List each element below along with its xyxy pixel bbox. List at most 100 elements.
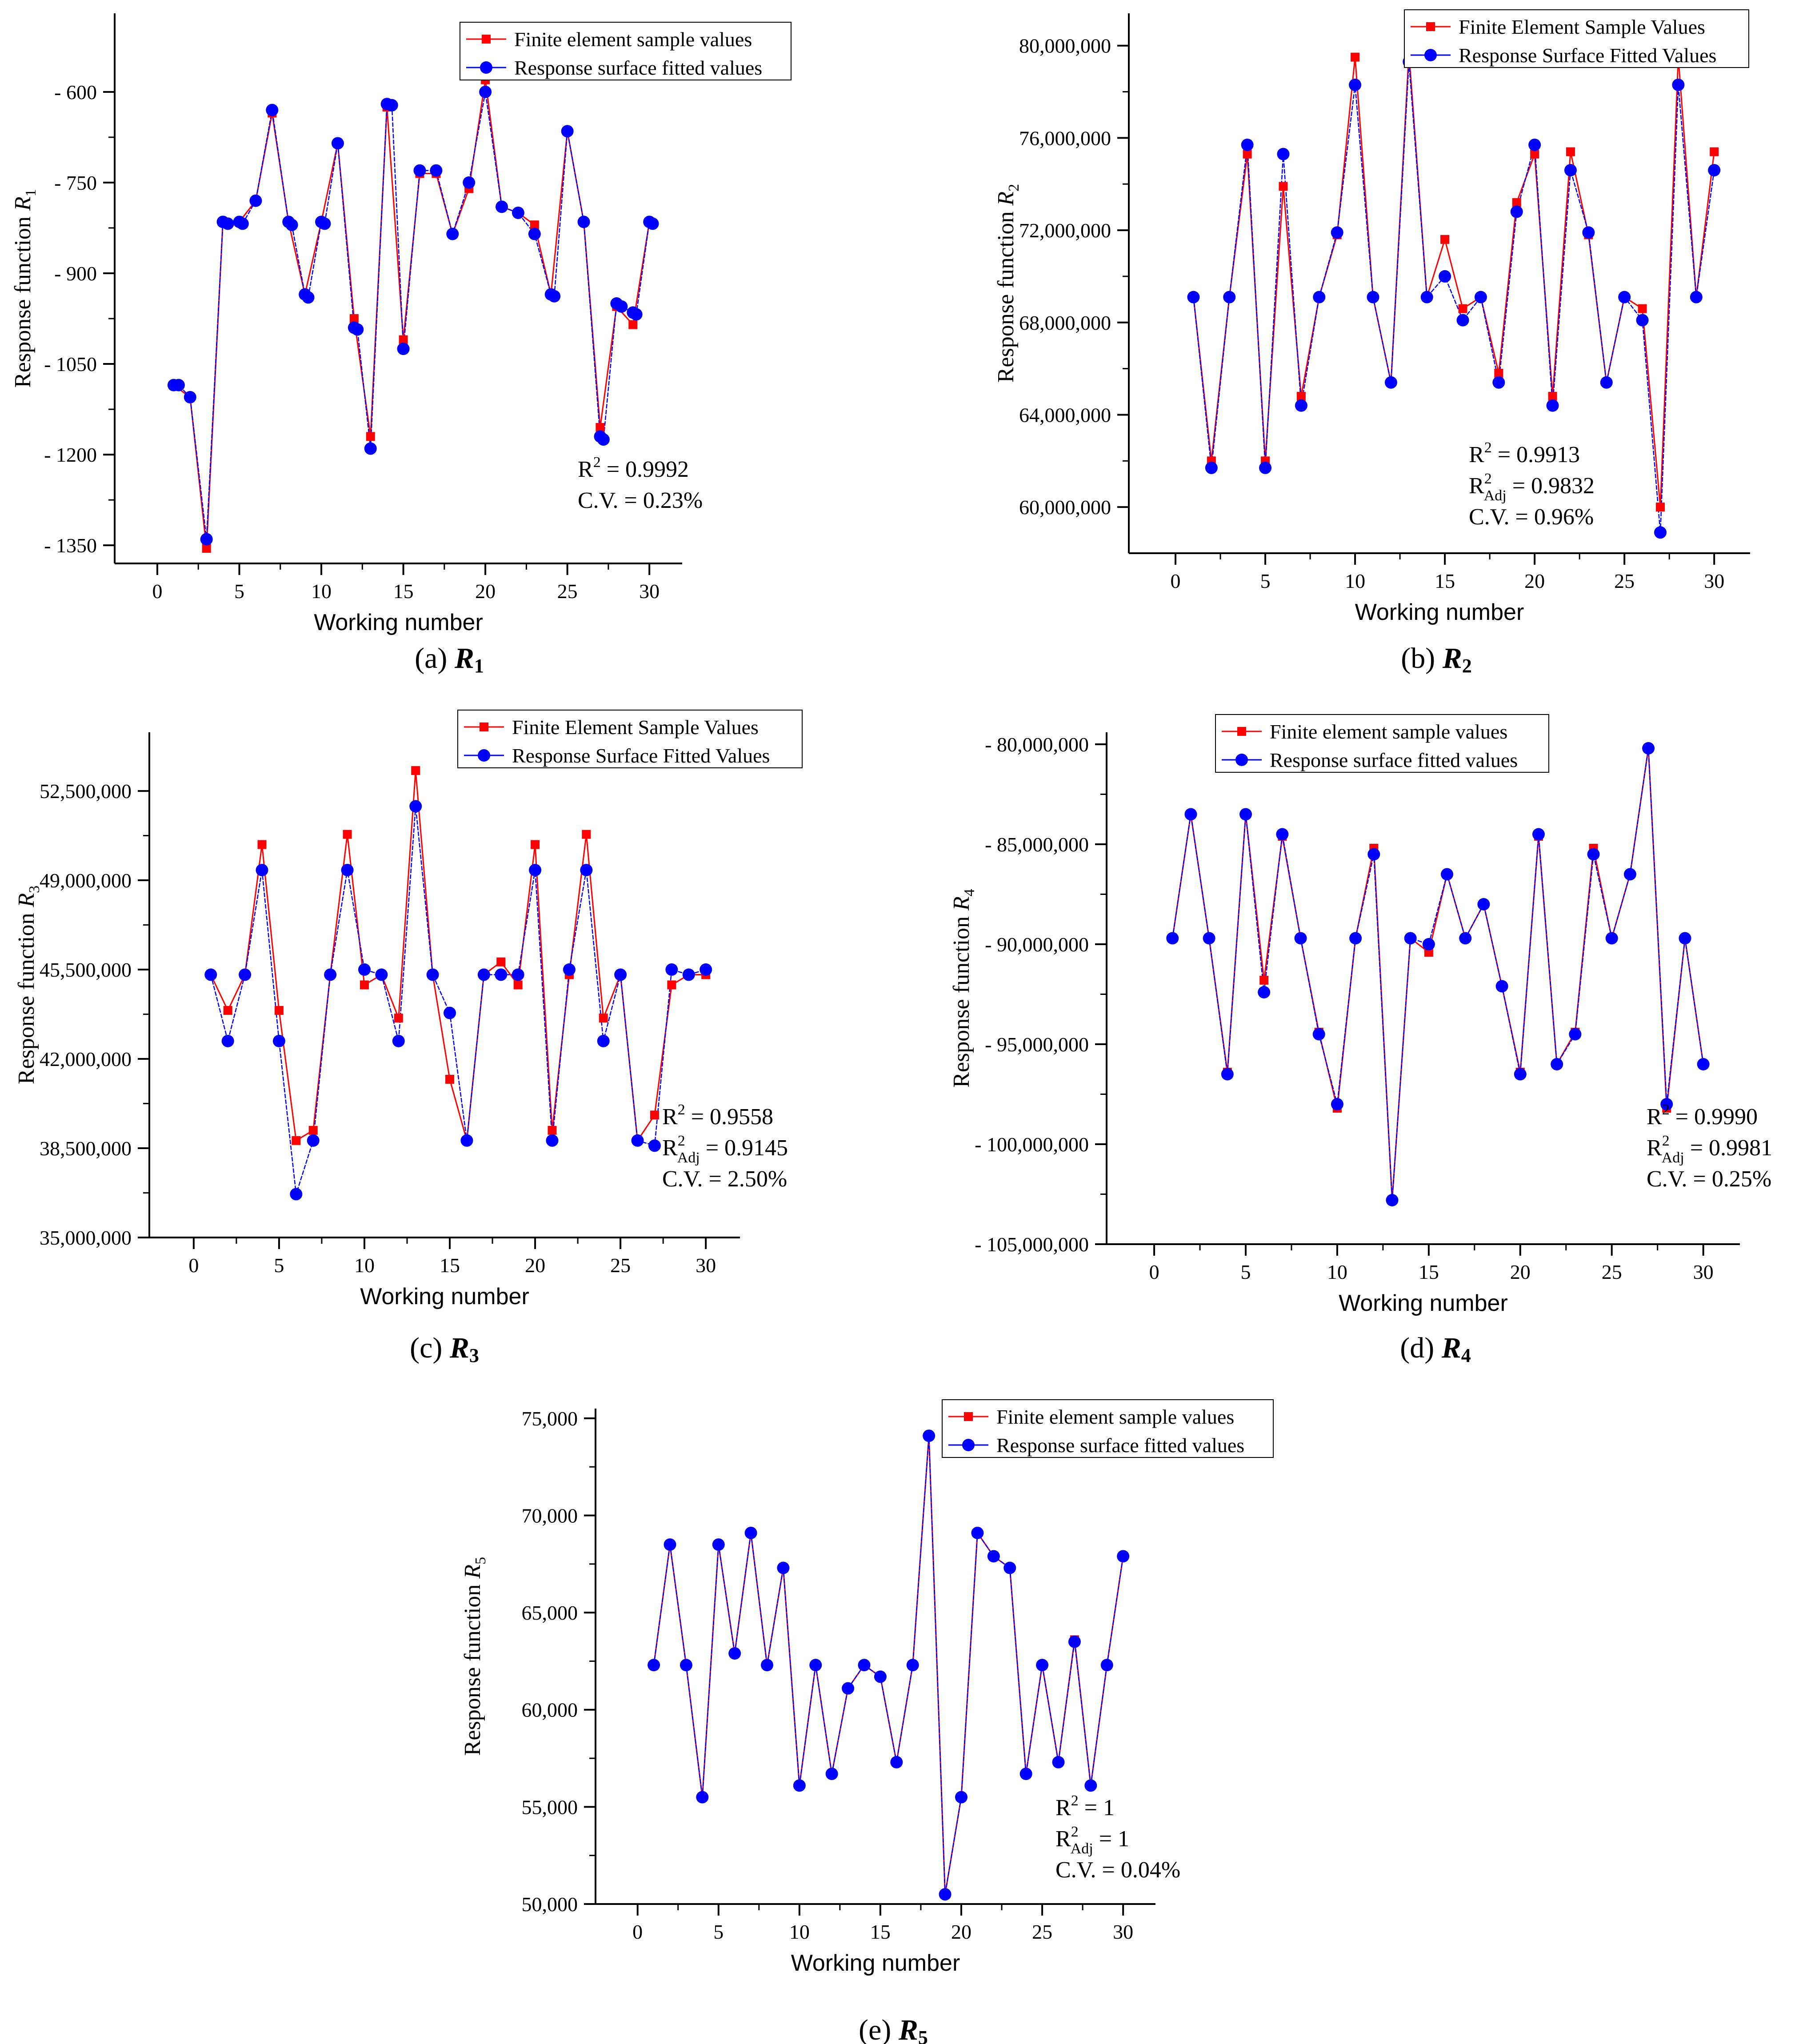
legend-marker-square <box>1426 22 1435 31</box>
data-point-rs <box>413 164 426 177</box>
x-axis-label: Working number <box>314 610 483 635</box>
data-point-rs <box>272 1034 285 1047</box>
x-tick-label: 30 <box>1704 570 1724 592</box>
x-axis-label: Working number <box>791 1950 960 1976</box>
data-point-rs <box>1052 1756 1065 1769</box>
x-tick-label: 0 <box>1171 570 1181 592</box>
x-tick-label: 25 <box>1602 1261 1622 1283</box>
stat-text: C.V. = 0.04% <box>1055 1857 1180 1883</box>
data-point-rs <box>1258 986 1271 998</box>
data-point-rs <box>1459 932 1472 945</box>
data-point-rs <box>809 1659 822 1672</box>
legend-marker-circle <box>962 1439 975 1451</box>
data-point-fe <box>411 766 420 775</box>
data-point-rs <box>1241 138 1254 151</box>
data-point-fe <box>1296 391 1306 401</box>
data-point-fe <box>399 335 408 344</box>
x-tick-label: 10 <box>311 580 332 603</box>
data-point-rs <box>700 963 712 976</box>
panel-caption: (d) R4 <box>1400 1332 1471 1366</box>
data-point-rs <box>1679 932 1691 945</box>
legend-label: Response Surface Fitted Values <box>512 744 770 767</box>
data-point-rs <box>1636 314 1649 327</box>
x-tick-label: 30 <box>1113 1920 1133 1943</box>
data-point-fe <box>1548 391 1557 401</box>
stat-text: R2 Adj = 0.9832 <box>1469 471 1595 504</box>
data-point-fe <box>1259 976 1269 985</box>
data-point-rs <box>1187 291 1200 303</box>
data-point-rs <box>1587 848 1600 861</box>
data-point-rs <box>546 1134 559 1147</box>
data-point-rs <box>1514 1068 1527 1081</box>
stat-text: R2 = 0.9913 <box>1469 439 1580 467</box>
legend-marker-circle <box>480 61 492 74</box>
data-point-fe <box>394 1014 403 1023</box>
data-point-rs <box>1068 1635 1081 1648</box>
data-point-rs <box>1660 1098 1673 1110</box>
data-point-rs <box>1477 898 1490 910</box>
legend: Finite element sample values Response sur… <box>460 22 792 80</box>
y-axis-label: Response function R1 <box>10 189 39 387</box>
data-point-rs <box>1564 164 1577 177</box>
data-point-rs <box>341 864 354 877</box>
data-point-rs <box>648 1659 660 1672</box>
data-point-fe <box>650 1110 659 1120</box>
data-point-fe <box>274 1006 284 1015</box>
data-point-rs <box>221 217 234 230</box>
x-tick-label: 5 <box>274 1254 284 1277</box>
stat-text: R2 = 0.9992 <box>578 454 689 482</box>
data-point-fe <box>445 1074 455 1084</box>
panel-caption: (c) R3 <box>410 1332 479 1366</box>
legend-marker-square <box>482 35 491 44</box>
data-point-rs <box>1546 399 1559 412</box>
x-tick-label: 10 <box>789 1920 810 1943</box>
x-tick-label: 15 <box>440 1254 460 1277</box>
x-tick-label: 30 <box>1693 1261 1714 1283</box>
data-point-rs <box>1331 226 1343 239</box>
data-point-rs <box>172 379 185 391</box>
legend-label: Finite Element Sample Values <box>512 716 759 739</box>
y-tick-label: 35,000,000 <box>40 1226 132 1249</box>
data-point-rs <box>1331 1098 1343 1110</box>
x-tick-label: 30 <box>639 580 660 603</box>
data-point-rs <box>1441 868 1454 881</box>
legend-label: Finite element sample values <box>1270 720 1507 743</box>
data-point-rs <box>1277 148 1290 160</box>
y-axis-label: Response function R5 <box>460 1557 489 1756</box>
data-point-rs <box>1474 291 1487 303</box>
data-point-rs <box>446 228 459 240</box>
x-tick-label: 0 <box>632 1920 643 1943</box>
data-point-rs <box>615 300 628 313</box>
data-point-rs <box>512 968 524 981</box>
legend: Finite element sample values Response sur… <box>942 1399 1274 1458</box>
y-axis-label: Response function R3 <box>14 886 43 1084</box>
x-tick-label: 0 <box>1149 1261 1159 1283</box>
data-point-rs <box>1386 1194 1399 1206</box>
data-point-rs <box>1600 376 1613 389</box>
x-tick-label: 25 <box>1032 1920 1052 1943</box>
data-point-rs <box>204 968 217 981</box>
legend-marker-square <box>1237 727 1246 736</box>
data-point-fe <box>257 840 267 849</box>
data-point-rs <box>236 217 249 230</box>
data-point-rs <box>1420 291 1433 303</box>
data-point-rs <box>1582 226 1595 239</box>
panels-layer: 0 5 10 15 20 25 30 - 600 - 750 - 900 - 1050 - 1200 -… <box>10 9 1772 2044</box>
data-point-rs <box>939 1888 951 1901</box>
data-point-rs <box>1551 1058 1563 1070</box>
y-axis-label: Response function R4 <box>949 889 978 1087</box>
data-point-rs <box>1492 376 1505 389</box>
stat-text: C.V. = 2.50% <box>662 1166 787 1192</box>
data-point-rs <box>351 323 364 336</box>
data-point-fe <box>223 1006 232 1015</box>
data-point-rs <box>324 968 337 981</box>
data-point-fe <box>360 980 369 990</box>
legend: Finite element sample values Response sur… <box>1215 714 1549 773</box>
y-tick-label: - 1200 <box>44 443 97 466</box>
data-point-rs <box>460 1134 473 1147</box>
legend-label: Response surface fitted values <box>1270 749 1518 771</box>
data-point-rs <box>696 1791 709 1804</box>
data-point-rs <box>430 164 443 177</box>
